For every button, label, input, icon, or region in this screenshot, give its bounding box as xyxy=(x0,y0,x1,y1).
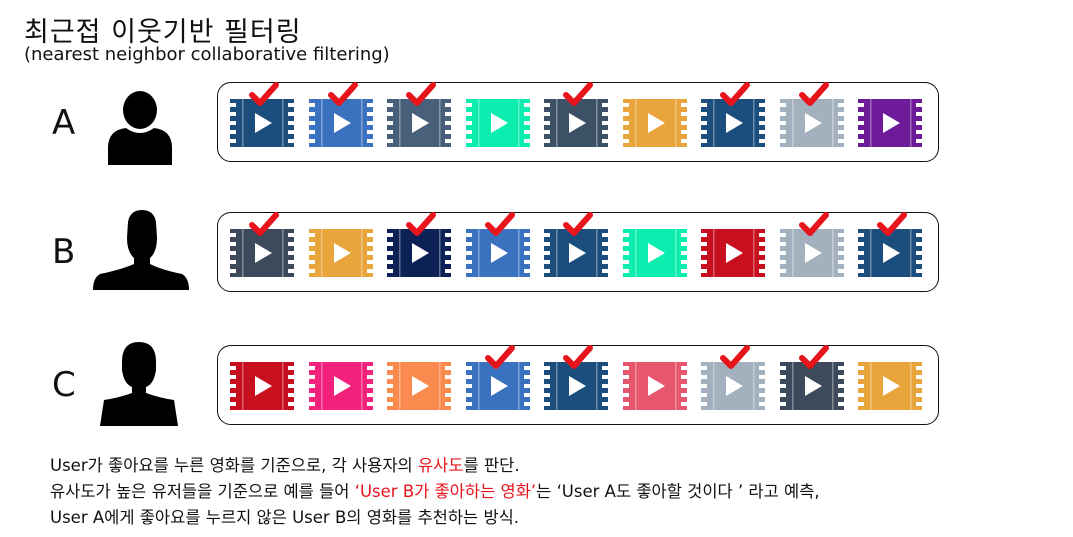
play-icon xyxy=(647,376,665,396)
play-icon xyxy=(333,243,351,263)
description-line-1: User가 좋아요를 누른 영화를 기준으로, 각 사용자의 유사도를 판단. xyxy=(50,453,820,479)
play-icon xyxy=(255,243,272,263)
play-icon xyxy=(333,376,351,396)
movie-tile-liked xyxy=(465,212,530,277)
checkmark-icon xyxy=(484,345,515,369)
description-text: 유사도가 높은 유저들을 기준으로 예를 들어 xyxy=(50,482,355,501)
checkmark-icon xyxy=(877,212,907,236)
movie-tile-liked xyxy=(230,212,294,277)
movie-tile xyxy=(230,362,294,410)
movie-tile xyxy=(622,362,687,410)
description-text: 는 ‘User A도 좋아할 것이다 ’ 라고 예측, xyxy=(536,482,820,501)
checkmark-icon xyxy=(720,82,750,106)
movie-tile xyxy=(387,362,451,410)
checkmark-icon xyxy=(249,82,279,106)
play-icon xyxy=(883,113,900,133)
woman-silhouette-icon xyxy=(98,340,180,430)
play-icon xyxy=(647,113,665,133)
movie-tile xyxy=(622,229,687,277)
page-subtitle: (nearest neighbor collaborative filterin… xyxy=(24,44,390,65)
page-title: 최근접 이웃기반 필터링 xyxy=(24,17,302,48)
play-icon xyxy=(569,243,586,263)
movie-tile-liked xyxy=(465,345,530,410)
description-line-2: 유사도가 높은 유저들을 기준으로 예를 들어 ‘User B가 좋아하는 영화… xyxy=(50,479,820,505)
play-icon xyxy=(883,376,900,396)
user-label-c: C xyxy=(52,365,76,405)
movie-tile-liked xyxy=(701,345,765,410)
movie-tile-liked xyxy=(544,345,608,410)
checkmark-icon xyxy=(563,345,593,369)
play-icon xyxy=(569,113,586,133)
checkmark-icon xyxy=(563,82,593,106)
play-icon xyxy=(333,113,351,133)
play-icon xyxy=(804,113,822,133)
movie-tile xyxy=(701,229,765,277)
checkmark-icon xyxy=(798,82,829,106)
movie-strip-c xyxy=(217,345,939,425)
play-icon xyxy=(726,113,743,133)
movie-tile-liked xyxy=(308,82,373,147)
checkmark-icon xyxy=(406,82,436,106)
checkmark-icon xyxy=(563,212,593,236)
movie-strip-a xyxy=(217,82,939,162)
description-text: User가 좋아요를 누른 영화를 기준으로, 각 사용자의 xyxy=(50,456,418,475)
similarity-highlight: 유사도 xyxy=(418,456,464,475)
play-icon xyxy=(255,113,272,133)
play-icon xyxy=(726,243,743,263)
play-icon xyxy=(804,376,822,396)
movie-tile-liked xyxy=(701,82,765,147)
movie-tile xyxy=(858,99,922,147)
movie-tile-liked xyxy=(387,212,451,277)
movie-tile-liked xyxy=(858,212,922,277)
play-icon xyxy=(412,243,429,263)
play-icon xyxy=(569,376,586,396)
play-icon xyxy=(647,243,665,263)
play-icon xyxy=(490,243,508,263)
movie-tile xyxy=(308,362,373,410)
movie-tile-liked xyxy=(544,212,608,277)
play-icon xyxy=(883,243,900,263)
checkmark-icon xyxy=(798,345,829,369)
play-icon xyxy=(412,113,429,133)
checkmark-icon xyxy=(327,82,358,106)
user-label-b: B xyxy=(52,232,76,272)
play-icon xyxy=(412,376,429,396)
movie-tile xyxy=(465,99,530,147)
movie-tile xyxy=(858,362,922,410)
movie-tile-liked xyxy=(779,212,844,277)
person-silhouette-icon xyxy=(106,90,176,169)
user-label-a: A xyxy=(52,103,76,143)
description-line-3: User A에게 좋아요를 누르지 않은 User B의 영화를 추천하는 방식… xyxy=(50,508,520,527)
movie-tile xyxy=(308,229,373,277)
checkmark-icon xyxy=(798,212,829,236)
user-b-likes-highlight: ‘User B가 좋아하는 영화’ xyxy=(354,482,537,501)
description: User가 좋아요를 누른 영화를 기준으로, 각 사용자의 유사도를 판단. … xyxy=(50,453,820,531)
description-text: 를 판단. xyxy=(463,456,520,475)
movie-tile-liked xyxy=(387,82,451,147)
movie-tile-liked xyxy=(230,82,294,147)
man-silhouette-icon xyxy=(90,208,190,294)
movie-tile-liked xyxy=(779,345,844,410)
checkmark-icon xyxy=(406,212,436,236)
checkmark-icon xyxy=(720,345,750,369)
play-icon xyxy=(255,376,272,396)
movie-tile xyxy=(622,99,687,147)
movie-strip-b xyxy=(217,212,939,292)
checkmark-icon xyxy=(484,212,515,236)
movie-tile-liked xyxy=(779,82,844,147)
checkmark-icon xyxy=(249,212,279,236)
play-icon xyxy=(726,376,743,396)
play-icon xyxy=(490,376,508,396)
play-icon xyxy=(490,113,508,133)
movie-tile-liked xyxy=(544,82,608,147)
play-icon xyxy=(804,243,822,263)
